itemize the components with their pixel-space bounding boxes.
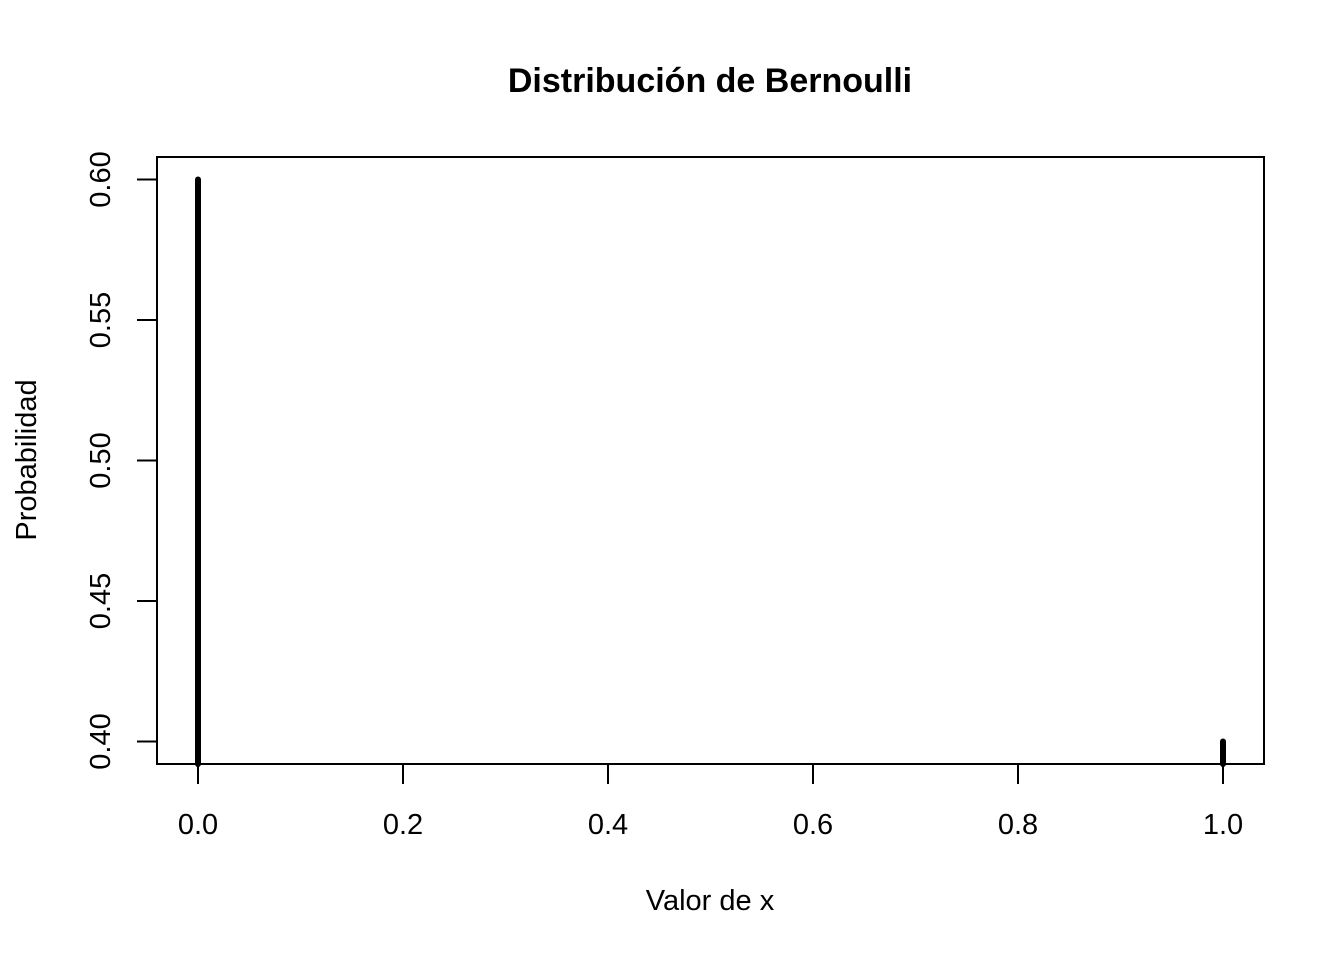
- plot-box: [156, 156, 1265, 765]
- y-axis: 0.40 0.45 0.50 0.55 0.60: [85, 151, 158, 770]
- y-tick-label: 0.55: [85, 292, 117, 348]
- x-axis: 0.0 0.2 0.4 0.6 0.8 1.0: [178, 763, 1243, 841]
- x-tick-label: 0.8: [998, 809, 1038, 841]
- y-tick-label: 0.60: [85, 151, 117, 207]
- chart-title: Distribución de Bernoulli: [508, 62, 912, 100]
- x-tick-label: 0.0: [178, 809, 218, 841]
- bar-marks: [195, 176, 1226, 767]
- y-tick-label: 0.50: [85, 432, 117, 488]
- x-tick-label: 0.4: [588, 809, 628, 841]
- x-tick-label: 1.0: [1203, 809, 1243, 841]
- y-tick-label: 0.40: [85, 713, 117, 769]
- y-tick-label: 0.45: [85, 573, 117, 629]
- x-tick-label: 0.6: [793, 809, 833, 841]
- y-axis-label: Probabilidad: [11, 379, 43, 540]
- x-tick-label: 0.2: [383, 809, 423, 841]
- x-axis-label: Valor de x: [646, 885, 775, 917]
